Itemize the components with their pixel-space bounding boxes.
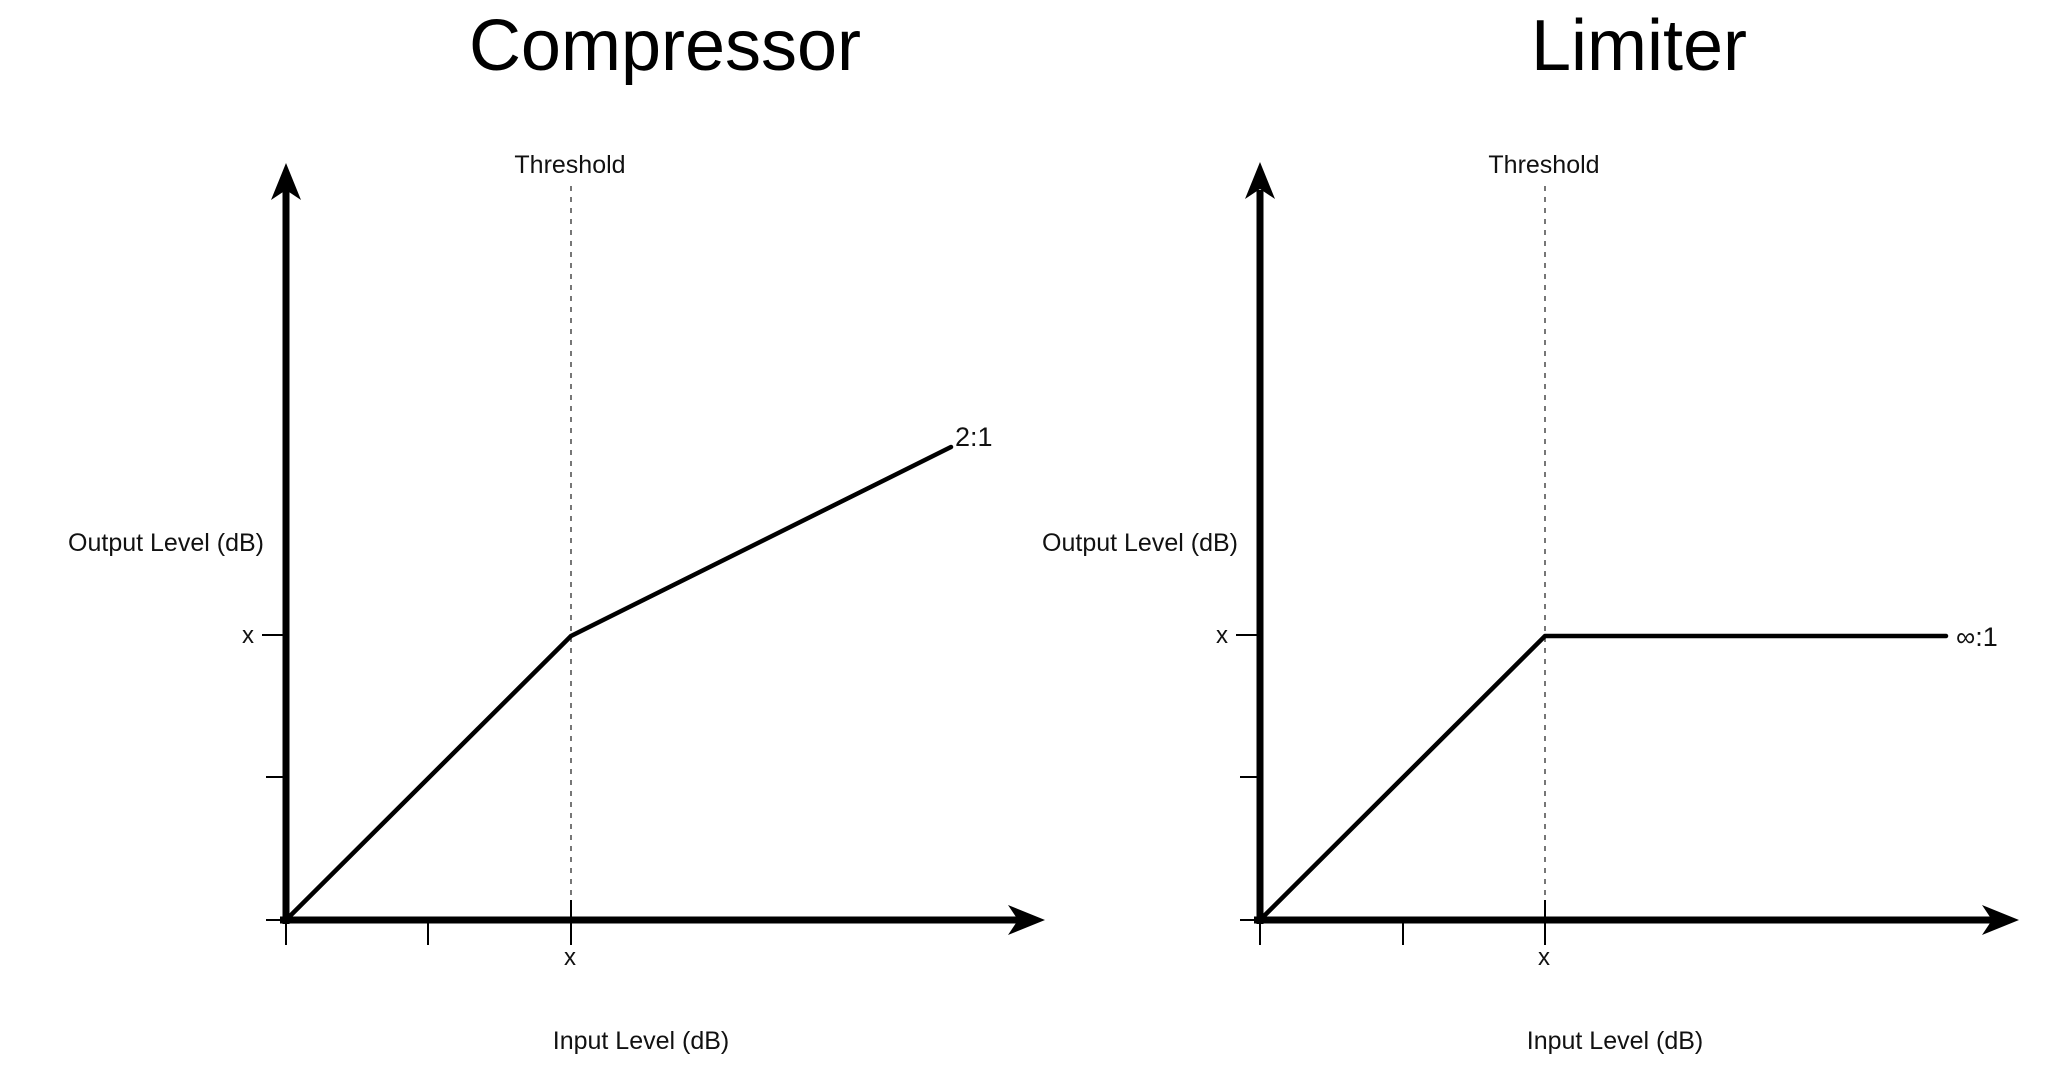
compressor-threshold-label: Threshold — [514, 151, 625, 179]
compressor-ratio-label: 2:1 — [955, 422, 993, 452]
compressor-x-axis-arrow-icon — [1008, 905, 1045, 935]
limiter-y-tick-label: x — [1216, 622, 1228, 649]
compressor-y-axis-arrow-icon — [271, 163, 301, 200]
compressor-panel: Compressor Threshold x x Output Level (d… — [68, 6, 1045, 1055]
limiter-transfer-curve — [1259, 633, 1949, 921]
limiter-y-axis-arrow-icon — [1245, 162, 1275, 199]
compressor-transfer-curve — [285, 444, 954, 921]
limiter-threshold-label: Threshold — [1488, 151, 1599, 179]
compressor-x-tick-label: x — [564, 944, 576, 971]
limiter-x-axis-label: Input Level (dB) — [1527, 1027, 1704, 1055]
limiter-panel: Limiter Threshold x x Output Level (dB) … — [1042, 6, 2019, 1055]
compressor-y-tick-label: x — [242, 622, 254, 649]
compressor-y-axis-label: Output Level (dB) — [68, 529, 264, 557]
limiter-y-axis-label: Output Level (dB) — [1042, 529, 1238, 557]
limiter-x-tick-label: x — [1538, 944, 1550, 971]
limiter-ratio-label: ∞:1 — [1956, 622, 1998, 652]
limiter-title: Limiter — [1531, 6, 1747, 86]
compressor-title: Compressor — [469, 6, 861, 86]
compressor-x-axis-label: Input Level (dB) — [553, 1027, 730, 1055]
limiter-x-axis-arrow-icon — [1982, 905, 2019, 935]
